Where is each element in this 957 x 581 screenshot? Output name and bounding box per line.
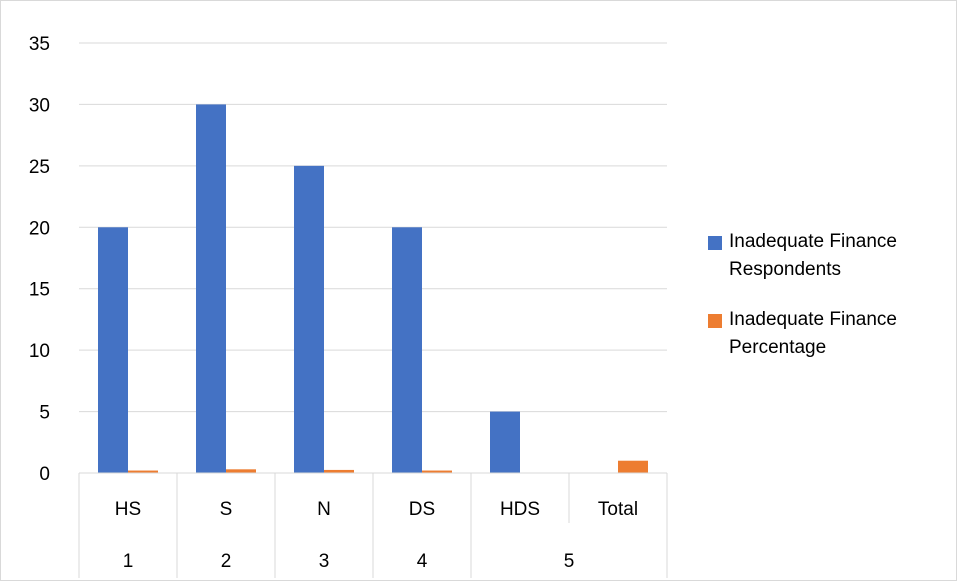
- y-tick-label: 5: [39, 403, 50, 424]
- bar-percentage-hs: [128, 470, 158, 473]
- x-group-label: 3: [319, 551, 330, 572]
- legend-label-percentage: Inadequate Finance Percentage: [729, 309, 897, 358]
- legend-swatch-respondents: [708, 236, 722, 250]
- bar-respondents-hs: [98, 227, 128, 473]
- legend-label-respondents: Inadequate Finance Respondents: [729, 231, 897, 280]
- bar-respondents-ds: [392, 227, 422, 473]
- y-tick-label: 10: [29, 341, 50, 362]
- x-group-label: 5: [564, 551, 575, 572]
- bar-percentage-s: [226, 469, 256, 473]
- x-tick-label: Total: [598, 499, 638, 520]
- y-axis-tick-labels: 0 5 10 15 20 25 30 35: [29, 34, 50, 485]
- y-tick-label: 30: [29, 95, 50, 116]
- bar-respondents-hds: [490, 411, 520, 473]
- axis-lines: [78, 472, 668, 578]
- bar-percentage-ds: [422, 470, 452, 473]
- bar-percentage-n: [324, 469, 354, 473]
- x-group-label: 4: [417, 551, 428, 572]
- legend-swatch-percentage: [708, 314, 722, 328]
- bars: [98, 104, 648, 473]
- legend-item-percentage: Inadequate Finance Percentage: [708, 306, 948, 362]
- y-tick-label: 0: [39, 464, 50, 485]
- y-tick-label: 15: [29, 280, 50, 301]
- x-tick-label: HDS: [500, 499, 540, 520]
- x-tick-label: HS: [115, 499, 141, 520]
- y-tick-label: 20: [29, 218, 50, 239]
- x-group-label: 1: [123, 551, 134, 572]
- x-tick-label: N: [317, 499, 331, 520]
- x-tick-label: DS: [409, 499, 435, 520]
- legend: Inadequate Finance Respondents Inadequat…: [708, 228, 948, 384]
- bar-respondents-n: [294, 165, 324, 473]
- y-tick-label: 25: [29, 157, 50, 178]
- legend-item-respondents: Inadequate Finance Respondents: [708, 228, 948, 284]
- bar-respondents-s: [196, 104, 226, 473]
- x-axis-tick-labels: HS S N DS HDS Total 1 2 3 4 5: [115, 499, 638, 572]
- bar-percentage-total: [618, 460, 648, 473]
- gridlines: [79, 42, 667, 413]
- y-tick-label: 35: [29, 34, 50, 55]
- x-tick-label: S: [220, 499, 233, 520]
- x-group-label: 2: [221, 551, 232, 572]
